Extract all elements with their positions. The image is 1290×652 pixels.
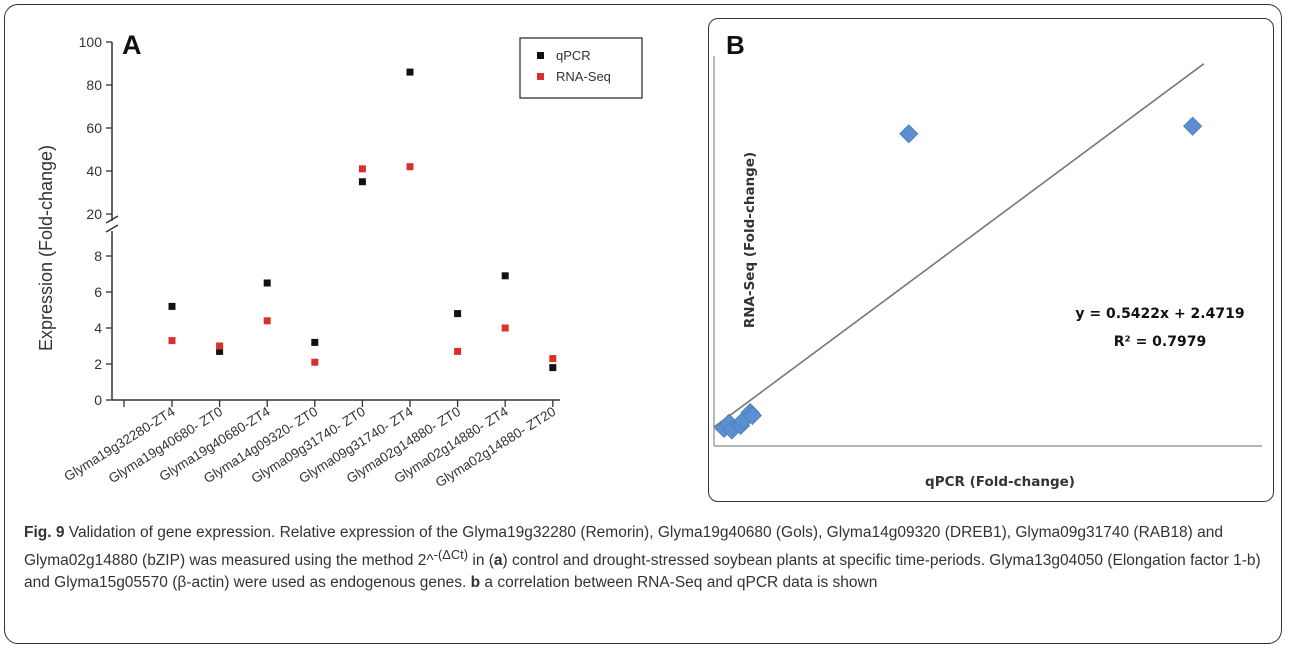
y-tick-label: 100 bbox=[79, 34, 103, 50]
chart-a-axes bbox=[105, 42, 560, 401]
rnaseq-point bbox=[549, 355, 557, 363]
y-tick-label: 4 bbox=[94, 320, 102, 336]
caption-superscript: -(ΔCt) bbox=[433, 547, 469, 562]
legend-swatch bbox=[537, 73, 544, 80]
chart-b-trendline-equation: y = 0.5422x + 2.4719 bbox=[1075, 306, 1244, 322]
caption-ref-b: b bbox=[470, 574, 481, 592]
correlation-point bbox=[1183, 116, 1203, 136]
qpcr-point bbox=[454, 310, 462, 318]
caption-text-2: in ( bbox=[468, 552, 494, 570]
chart-a: 0246820406080100Glyma19g32280-ZT4Glyma19… bbox=[36, 30, 643, 490]
y-tick-label: 8 bbox=[94, 248, 102, 264]
qpcr-point bbox=[216, 347, 224, 355]
rnaseq-point bbox=[216, 342, 224, 350]
panel-b-frame bbox=[708, 18, 1274, 502]
qpcr-point bbox=[168, 302, 176, 310]
qpcr-point bbox=[358, 178, 366, 186]
rnaseq-point bbox=[501, 324, 509, 332]
correlation-point bbox=[899, 124, 919, 144]
caption-fig-label: Fig. 9 bbox=[24, 524, 65, 541]
chart-b-axes bbox=[713, 56, 1262, 447]
qpcr-point bbox=[311, 338, 319, 346]
rnaseq-point bbox=[311, 358, 319, 366]
chart-b: B RNA-Seq (Fold-change) qPCR (Fold-chang… bbox=[713, 30, 1262, 490]
caption-text-4: a correlation between RNA-Seq and qPCR d… bbox=[480, 574, 878, 592]
y-tick-label: 20 bbox=[86, 206, 102, 222]
caption-ref-a: a bbox=[493, 552, 503, 570]
qpcr-point bbox=[501, 272, 509, 280]
caption-text-3: ) control and drought-stressed soybean p… bbox=[24, 552, 1261, 592]
rnaseq-point bbox=[263, 317, 271, 325]
legend-box bbox=[519, 37, 643, 99]
qpcr-point bbox=[263, 279, 271, 287]
chart-a-marks bbox=[168, 68, 557, 372]
legend-label: RNA-Seq bbox=[556, 69, 611, 84]
rnaseq-point bbox=[406, 163, 414, 171]
qpcr-point bbox=[549, 364, 557, 372]
axis-break-mark bbox=[105, 224, 119, 233]
y-tick-label: 60 bbox=[86, 120, 102, 136]
rnaseq-point bbox=[358, 165, 366, 173]
axis-break-mark bbox=[105, 215, 119, 224]
chart-b-marks bbox=[713, 63, 1205, 440]
legend-swatch bbox=[537, 52, 544, 59]
correlation-point bbox=[742, 405, 762, 426]
chart-a-y-axis-label: Expression (Fold-change) bbox=[36, 145, 56, 351]
chart-b-x-axis-label: qPCR (Fold-change) bbox=[925, 474, 1075, 490]
y-tick-label: 40 bbox=[86, 163, 102, 179]
caption-text-1: Validation of gene expression. Relative … bbox=[24, 524, 1224, 570]
chart-b-r-squared: R² = 0.7979 bbox=[1114, 334, 1206, 350]
chart-a-panel-label: A bbox=[122, 30, 142, 60]
chart-b-panel-label: B bbox=[726, 30, 745, 60]
y-tick-label: 6 bbox=[94, 284, 102, 300]
qpcr-point bbox=[406, 68, 414, 76]
figure-caption: Fig. 9 Validation of gene expression. Re… bbox=[24, 522, 1264, 594]
y-tick-label: 80 bbox=[86, 77, 102, 93]
rnaseq-point bbox=[454, 347, 462, 355]
y-tick-label: 0 bbox=[94, 392, 102, 408]
trendline bbox=[713, 63, 1205, 428]
rnaseq-point bbox=[168, 337, 176, 345]
legend-label: qPCR bbox=[556, 48, 591, 63]
chart-a-legend: qPCR RNA-Seq bbox=[519, 37, 643, 99]
y-tick-label: 2 bbox=[94, 356, 102, 372]
chart-b-y-axis-label: RNA-Seq (Fold-change) bbox=[742, 152, 758, 328]
